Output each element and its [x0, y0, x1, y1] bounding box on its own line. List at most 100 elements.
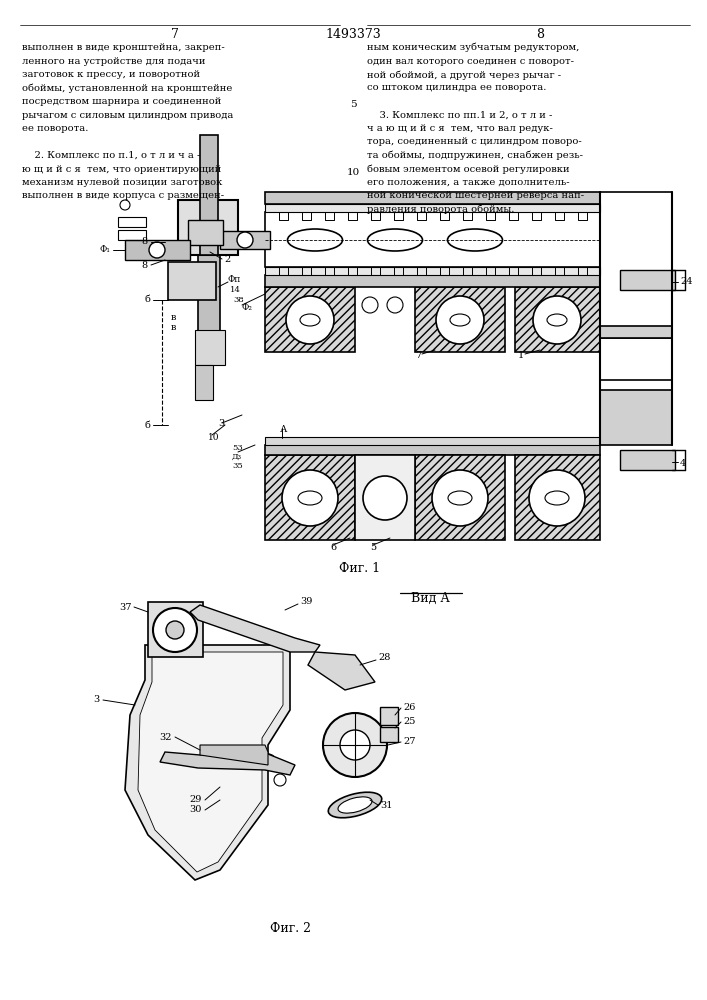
Text: Фиг. 1: Фиг. 1 [339, 562, 380, 575]
Text: 28: 28 [378, 654, 390, 662]
Bar [515, 287, 600, 352]
Bar [178, 200, 238, 255]
Text: 3. Комплекс по пп.1 и 2, о т л и -: 3. Комплекс по пп.1 и 2, о т л и - [367, 110, 552, 119]
Text: выполнен в виде кронштейна, закреп-: выполнен в виде кронштейна, закреп- [22, 43, 225, 52]
Text: 7: 7 [415, 352, 421, 360]
Bar [515, 455, 600, 540]
Bar [380, 707, 398, 725]
Bar [600, 390, 672, 445]
Bar [220, 231, 270, 249]
Text: Вид А: Вид А [411, 592, 450, 605]
Text: в: в [170, 324, 176, 332]
Text: 5: 5 [350, 100, 356, 109]
Text: тора, соединенный с цилиндром поворо-: тора, соединенный с цилиндром поворо- [367, 137, 582, 146]
Text: 10: 10 [208, 432, 219, 442]
Text: бовым элементом осевой регулировки: бовым элементом осевой регулировки [367, 164, 570, 174]
Bar [265, 275, 600, 287]
Circle shape [237, 232, 253, 248]
Circle shape [286, 296, 334, 344]
Circle shape [274, 774, 286, 786]
Circle shape [387, 297, 403, 313]
Polygon shape [138, 652, 283, 872]
Polygon shape [125, 645, 290, 880]
Circle shape [153, 608, 197, 652]
Bar [200, 135, 218, 255]
Text: ной обоймой, а другой через рычаг -: ной обоймой, а другой через рычаг - [367, 70, 561, 80]
Text: 8: 8 [142, 237, 148, 246]
Text: 5: 5 [370, 542, 376, 552]
Text: 2. Комплекс по п.1, о т л и ч а -: 2. Комплекс по п.1, о т л и ч а - [22, 151, 200, 160]
Circle shape [436, 296, 484, 344]
Circle shape [166, 621, 184, 639]
Circle shape [340, 730, 370, 760]
Text: 27: 27 [403, 738, 416, 746]
Text: Фиг. 2: Фиг. 2 [269, 922, 310, 935]
Bar [265, 455, 355, 540]
Text: обоймы, установленной на кронштейне: обоймы, установленной на кронштейне [22, 84, 233, 93]
Text: б: б [144, 420, 150, 430]
Circle shape [432, 470, 488, 526]
Circle shape [282, 470, 338, 526]
Text: один вал которого соединен с поворот-: один вал которого соединен с поворот- [367, 56, 574, 66]
Text: 37: 37 [119, 602, 132, 611]
Text: его положения, а также дополнитель-: его положения, а также дополнитель- [367, 178, 570, 187]
Text: 8: 8 [536, 28, 544, 41]
Text: 31: 31 [380, 800, 392, 810]
Text: 29: 29 [189, 796, 202, 804]
Bar [168, 262, 216, 300]
Text: 8: 8 [142, 260, 148, 269]
Text: выполнен в виде корпуса с размещен-: выполнен в виде корпуса с размещен- [22, 192, 224, 200]
Text: в: в [170, 314, 176, 322]
Bar [195, 330, 225, 365]
Circle shape [362, 297, 378, 313]
Text: 1: 1 [518, 352, 525, 360]
Bar [380, 727, 398, 742]
Text: 53: 53 [232, 444, 243, 452]
Text: Φ₂: Φ₂ [242, 304, 253, 312]
Bar [265, 192, 600, 204]
Bar [415, 287, 505, 352]
Bar [118, 217, 146, 227]
Text: 25: 25 [403, 718, 416, 726]
Circle shape [120, 200, 130, 210]
Bar [125, 240, 190, 260]
Bar [620, 270, 675, 290]
Bar [620, 450, 675, 470]
Bar [265, 287, 355, 352]
Text: б: б [144, 296, 150, 304]
Text: 7: 7 [171, 28, 179, 41]
Text: 2: 2 [224, 254, 230, 263]
Polygon shape [190, 605, 320, 652]
Bar [355, 455, 415, 540]
Circle shape [149, 242, 165, 258]
Text: 35: 35 [232, 462, 243, 470]
Bar [188, 220, 223, 245]
Text: 39: 39 [300, 597, 312, 606]
Text: ной конической шестерней реверса нап-: ной конической шестерней реверса нап- [367, 192, 584, 200]
Text: 30: 30 [189, 806, 202, 814]
Bar [265, 437, 600, 445]
Text: А: А [280, 426, 287, 434]
Bar [265, 204, 600, 212]
Text: посредством шарнира и соединенной: посредством шарнира и соединенной [22, 97, 221, 106]
Polygon shape [200, 745, 268, 765]
Bar [265, 267, 600, 275]
Text: Д₃: Д₃ [232, 453, 242, 461]
Text: 3: 3 [218, 420, 224, 428]
Text: 10: 10 [346, 168, 360, 177]
Text: та обоймы, подпружинен, снабжен резь-: та обоймы, подпружинен, снабжен резь- [367, 151, 583, 160]
Text: ным коническим зубчатым редуктором,: ным коническим зубчатым редуктором, [367, 43, 579, 52]
Circle shape [260, 754, 276, 770]
Text: Φ₁: Φ₁ [99, 245, 110, 254]
Text: 24: 24 [680, 277, 692, 286]
Circle shape [533, 296, 581, 344]
Text: 38: 38 [233, 296, 244, 304]
Text: 1493373: 1493373 [325, 28, 381, 41]
Ellipse shape [288, 229, 342, 251]
Text: равления поворота обоймы.: равления поворота обоймы. [367, 205, 515, 215]
Bar [600, 326, 672, 338]
Bar [600, 338, 672, 380]
Bar [195, 365, 213, 400]
Bar [118, 230, 146, 240]
Bar [265, 212, 600, 267]
